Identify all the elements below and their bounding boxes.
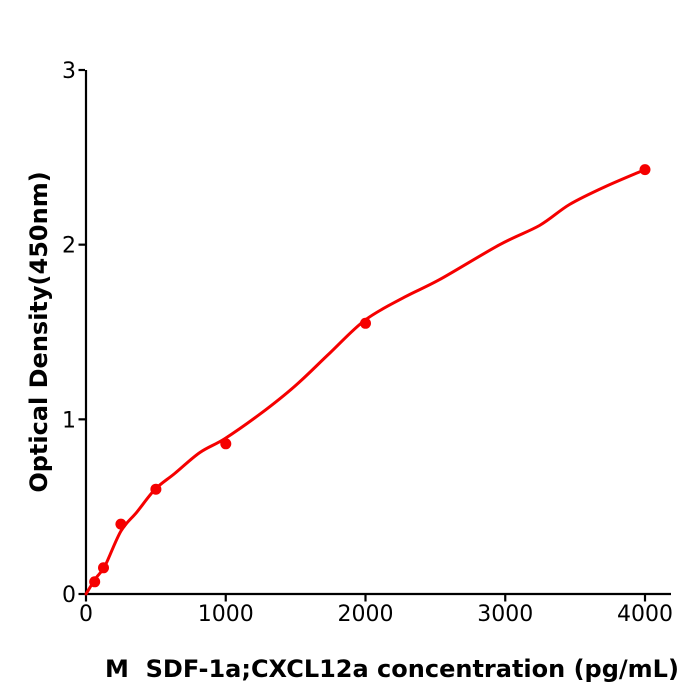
x-axis-ticks: 0 1000 2000 3000 4000 — [79, 595, 673, 627]
y-axis-ticks: 0 1 2 3 — [62, 59, 85, 608]
y-tick-label: 3 — [62, 59, 76, 84]
x-tick-label: 4000 — [617, 602, 673, 627]
data-points — [89, 164, 651, 588]
y-tick-label: 1 — [62, 408, 76, 433]
data-point-marker — [89, 576, 101, 588]
y-axis-title: Optical Density(450nm) — [25, 171, 53, 492]
fit-curve-line — [84, 168, 647, 596]
x-axis-title: M SDF-1a;CXCL12a concentration (pg/mL) — [105, 655, 679, 683]
axis-spine — [84, 70, 671, 596]
data-point-marker — [150, 483, 162, 495]
x-tick-label: 3000 — [477, 602, 533, 627]
x-tick-label: 0 — [79, 602, 93, 627]
x-tick-label: 1000 — [198, 602, 254, 627]
data-point-marker — [639, 164, 651, 176]
y-tick-label: 0 — [62, 583, 76, 608]
data-point-marker — [360, 317, 371, 329]
data-point-marker — [98, 562, 109, 574]
y-tick-label: 2 — [62, 234, 76, 259]
data-point-marker — [220, 438, 232, 450]
x-tick-label: 2000 — [338, 602, 394, 627]
axes-spines — [84, 70, 671, 596]
data-point-marker — [115, 518, 127, 530]
